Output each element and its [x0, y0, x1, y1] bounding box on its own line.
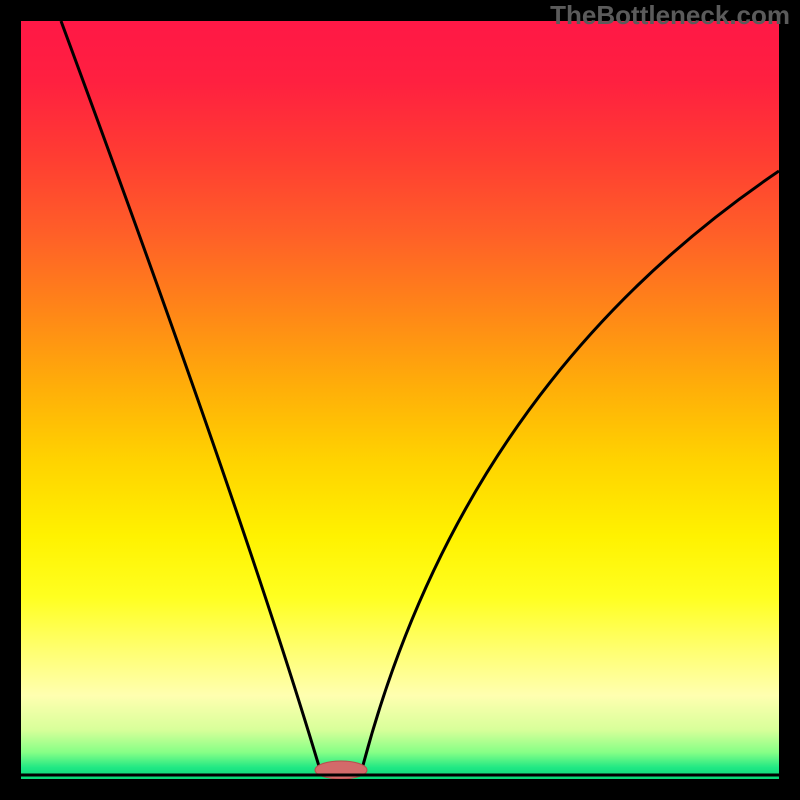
watermark-text: TheBottleneck.com — [550, 0, 790, 31]
chart-svg — [21, 21, 779, 779]
chart-frame: TheBottleneck.com — [0, 0, 800, 800]
gradient-background — [21, 21, 779, 779]
plot-area — [21, 21, 779, 779]
